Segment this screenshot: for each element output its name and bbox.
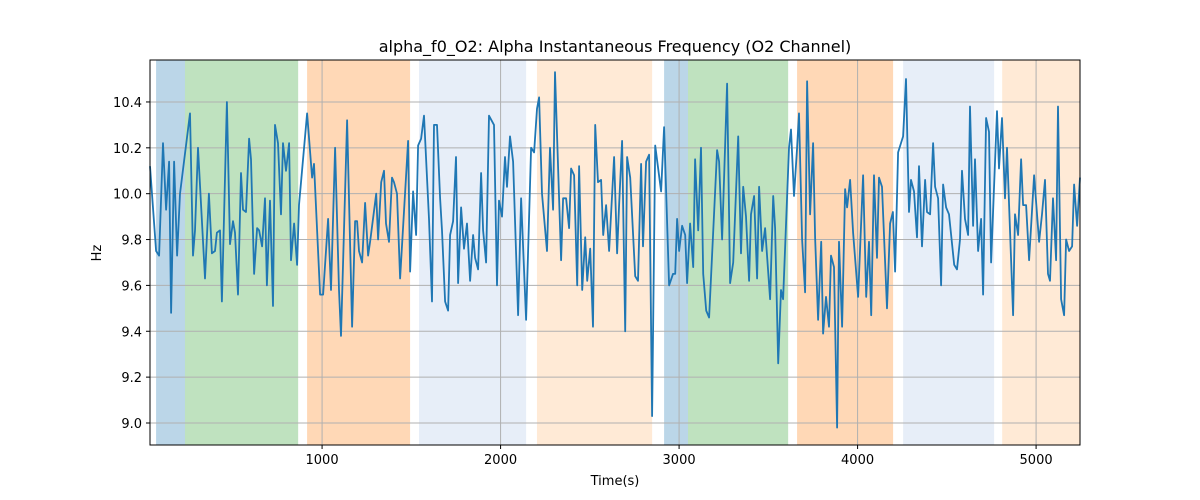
y-tick-label: 9.0	[121, 417, 142, 432]
x-axis-ticks: 1000 2000 3000 4000 5000	[306, 445, 1053, 468]
y-tick-label: 9.6	[121, 279, 142, 294]
x-tick-label: 5000	[1020, 453, 1053, 468]
y-tick-label: 10.0	[113, 188, 142, 203]
series-line	[149, 71, 1081, 429]
x-tick-label: 2000	[484, 453, 517, 468]
series-group	[149, 71, 1081, 429]
y-tick-label: 10.2	[113, 142, 142, 157]
y-axis-label: Hz	[90, 245, 105, 262]
y-axis-ticks: 9.0 9.2 9.4 9.6 9.8 10.0 10.2 10.4	[113, 96, 150, 432]
x-tick-label: 3000	[663, 453, 696, 468]
y-tick-label: 9.8	[121, 234, 142, 249]
shaded-band	[903, 60, 995, 445]
plot-frame	[149, 59, 1081, 446]
x-tick-label: 1000	[306, 453, 339, 468]
chart-title: alpha_f0_O2: Alpha Instantaneous Frequen…	[379, 37, 852, 57]
y-tick-label: 9.4	[121, 325, 142, 340]
shaded-band	[184, 60, 299, 445]
y-tick-label: 10.4	[113, 96, 142, 111]
y-tick-label: 9.2	[121, 371, 142, 386]
x-axis-label: Time(s)	[590, 474, 640, 489]
x-tick-label: 4000	[841, 453, 874, 468]
shaded-band	[797, 60, 894, 445]
